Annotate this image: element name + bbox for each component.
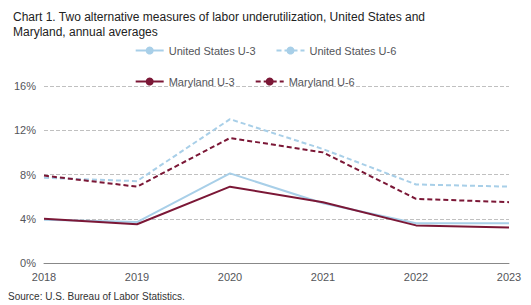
svg-text:2020: 2020 <box>218 271 242 283</box>
svg-text:2019: 2019 <box>125 271 149 283</box>
svg-text:0%: 0% <box>20 257 36 269</box>
svg-text:Source: U.S. Bureau of Labor S: Source: U.S. Bureau of Labor Statistics. <box>8 291 185 302</box>
svg-text:12%: 12% <box>14 124 36 136</box>
svg-text:2023: 2023 <box>497 271 521 283</box>
svg-text:Maryland U-6: Maryland U-6 <box>289 76 355 88</box>
svg-text:4%: 4% <box>20 213 36 225</box>
svg-text:Maryland, annual averages: Maryland, annual averages <box>13 25 158 39</box>
svg-text:2018: 2018 <box>32 271 56 283</box>
svg-text:2021: 2021 <box>311 271 335 283</box>
svg-text:Maryland U-3: Maryland U-3 <box>169 76 235 88</box>
svg-text:Chart 1. Two alternative measu: Chart 1. Two alternative measures of lab… <box>13 10 425 24</box>
svg-text:16%: 16% <box>14 80 36 92</box>
svg-text:United States U-6: United States U-6 <box>310 45 397 57</box>
svg-text:United States U-3: United States U-3 <box>169 45 256 57</box>
svg-text:8%: 8% <box>20 169 36 181</box>
svg-text:2022: 2022 <box>404 271 428 283</box>
